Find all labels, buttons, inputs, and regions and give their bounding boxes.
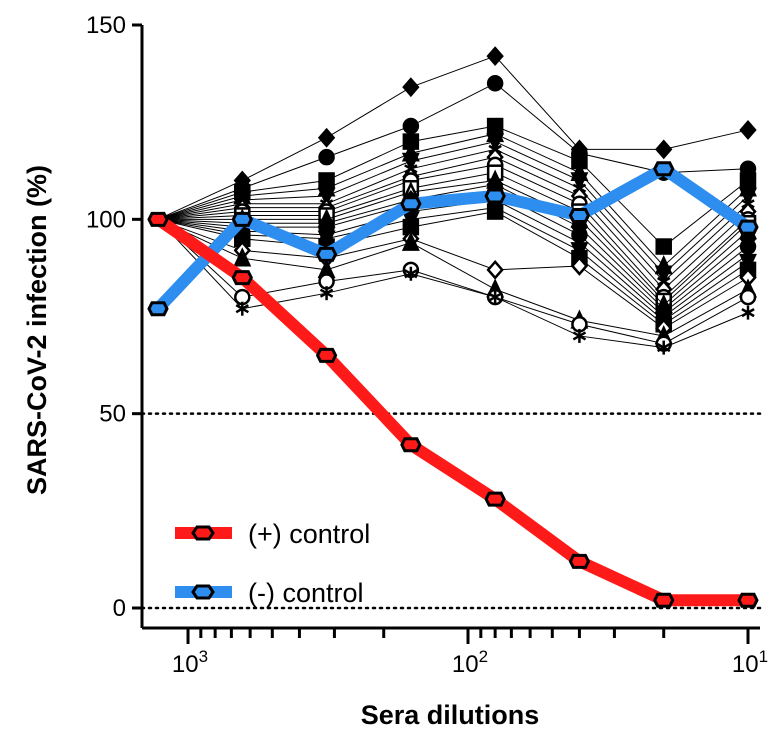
sample-point-0-4 bbox=[486, 46, 504, 66]
sample-point-4-2 bbox=[317, 187, 336, 207]
sample-point-18-7 bbox=[741, 305, 755, 320]
sample-point-18-2 bbox=[319, 286, 334, 301]
sample-point-18-3 bbox=[404, 266, 418, 281]
sample-point-4-6 bbox=[654, 265, 673, 285]
sample-line-6 bbox=[157, 156, 749, 291]
sample-point-1-2 bbox=[318, 148, 335, 166]
y-tick-label-0: 0 bbox=[113, 595, 126, 622]
sample-point-0-6 bbox=[655, 139, 673, 160]
sample-point-0-2 bbox=[317, 127, 336, 148]
y-tick-label-2: 100 bbox=[86, 206, 126, 233]
sample-point-16-3 bbox=[401, 231, 420, 251]
sample-point-4-5 bbox=[570, 172, 589, 192]
sample-line-8 bbox=[157, 172, 749, 302]
sample-line-1 bbox=[157, 82, 749, 220]
tick-labels: 0 50 100 150 103 102 101 bbox=[86, 12, 768, 678]
sample-point-18-4 bbox=[488, 290, 502, 305]
legend-marker-positive bbox=[191, 525, 215, 541]
control-point-1-3 bbox=[400, 196, 422, 212]
sample-point-1-4 bbox=[486, 75, 504, 92]
legend-label-negative: (-) control bbox=[248, 578, 364, 608]
control-point-1-7 bbox=[737, 219, 759, 235]
y-tick-label-3: 150 bbox=[86, 12, 126, 39]
sample-point-18-6 bbox=[657, 340, 671, 355]
sample-point-0-3 bbox=[402, 77, 420, 98]
y-axis-title: SARS-CoV-2 infection (%) bbox=[22, 165, 52, 495]
sample-line-2 bbox=[157, 125, 749, 248]
sample-point-14-4 bbox=[486, 203, 504, 220]
sample-point-2-6 bbox=[655, 238, 672, 255]
control-point-0-3 bbox=[400, 437, 422, 453]
sample-point-1-3 bbox=[402, 117, 420, 135]
sample-point-16-1 bbox=[233, 247, 252, 267]
sample-line-14 bbox=[157, 211, 749, 325]
control-point-0-6 bbox=[653, 592, 675, 608]
x-tick-label-0: 103 bbox=[172, 647, 208, 678]
legend-marker-negative bbox=[191, 584, 215, 600]
axes bbox=[132, 23, 760, 644]
x-tick-label-1: 102 bbox=[452, 647, 488, 678]
control-series-group bbox=[147, 161, 759, 608]
control-point-0-0 bbox=[147, 211, 169, 227]
control-point-0-2 bbox=[315, 347, 338, 363]
control-point-1-1 bbox=[231, 211, 253, 227]
legend: (+) control (-) control bbox=[175, 519, 370, 608]
sample-point-18-5 bbox=[572, 328, 587, 343]
control-line-1 bbox=[152, 162, 754, 315]
control-point-0-7 bbox=[737, 592, 759, 608]
sample-point-17-7 bbox=[739, 288, 757, 306]
y-tick-label-1: 50 bbox=[99, 401, 126, 428]
sample-point-15-5 bbox=[570, 256, 589, 276]
sample-point-18-1 bbox=[235, 301, 249, 316]
control-point-1-0 bbox=[147, 301, 169, 317]
sample-line-18 bbox=[157, 218, 749, 349]
control-point-1-4 bbox=[484, 188, 506, 204]
sample-line-7 bbox=[157, 164, 749, 298]
sample-point-4-3 bbox=[401, 152, 420, 172]
control-line-0 bbox=[152, 213, 754, 607]
control-point-1-5 bbox=[568, 207, 591, 223]
control-point-0-4 bbox=[484, 491, 506, 507]
sample-point-15-4 bbox=[486, 259, 504, 280]
sample-line-0 bbox=[157, 55, 749, 220]
legend-label-positive: (+) control bbox=[248, 519, 370, 549]
sample-point-4-4 bbox=[486, 133, 505, 153]
sample-line-13 bbox=[157, 207, 749, 322]
x-axis-title: Sera dilutions bbox=[361, 700, 540, 730]
control-point-0-1 bbox=[231, 270, 253, 286]
x-tick-label-2: 101 bbox=[732, 647, 768, 678]
sample-line-5 bbox=[157, 148, 749, 283]
control-point-1-6 bbox=[653, 161, 675, 177]
control-point-1-2 bbox=[315, 246, 338, 262]
sample-point-0-7 bbox=[739, 120, 757, 140]
sample-point-4-7 bbox=[739, 187, 757, 207]
sample-line-15 bbox=[157, 218, 749, 329]
sample-line-16 bbox=[157, 218, 749, 337]
sample-line-3 bbox=[157, 133, 749, 267]
sample-line-4 bbox=[157, 141, 749, 275]
control-point-0-5 bbox=[568, 553, 591, 569]
reference-lines bbox=[140, 412, 762, 610]
